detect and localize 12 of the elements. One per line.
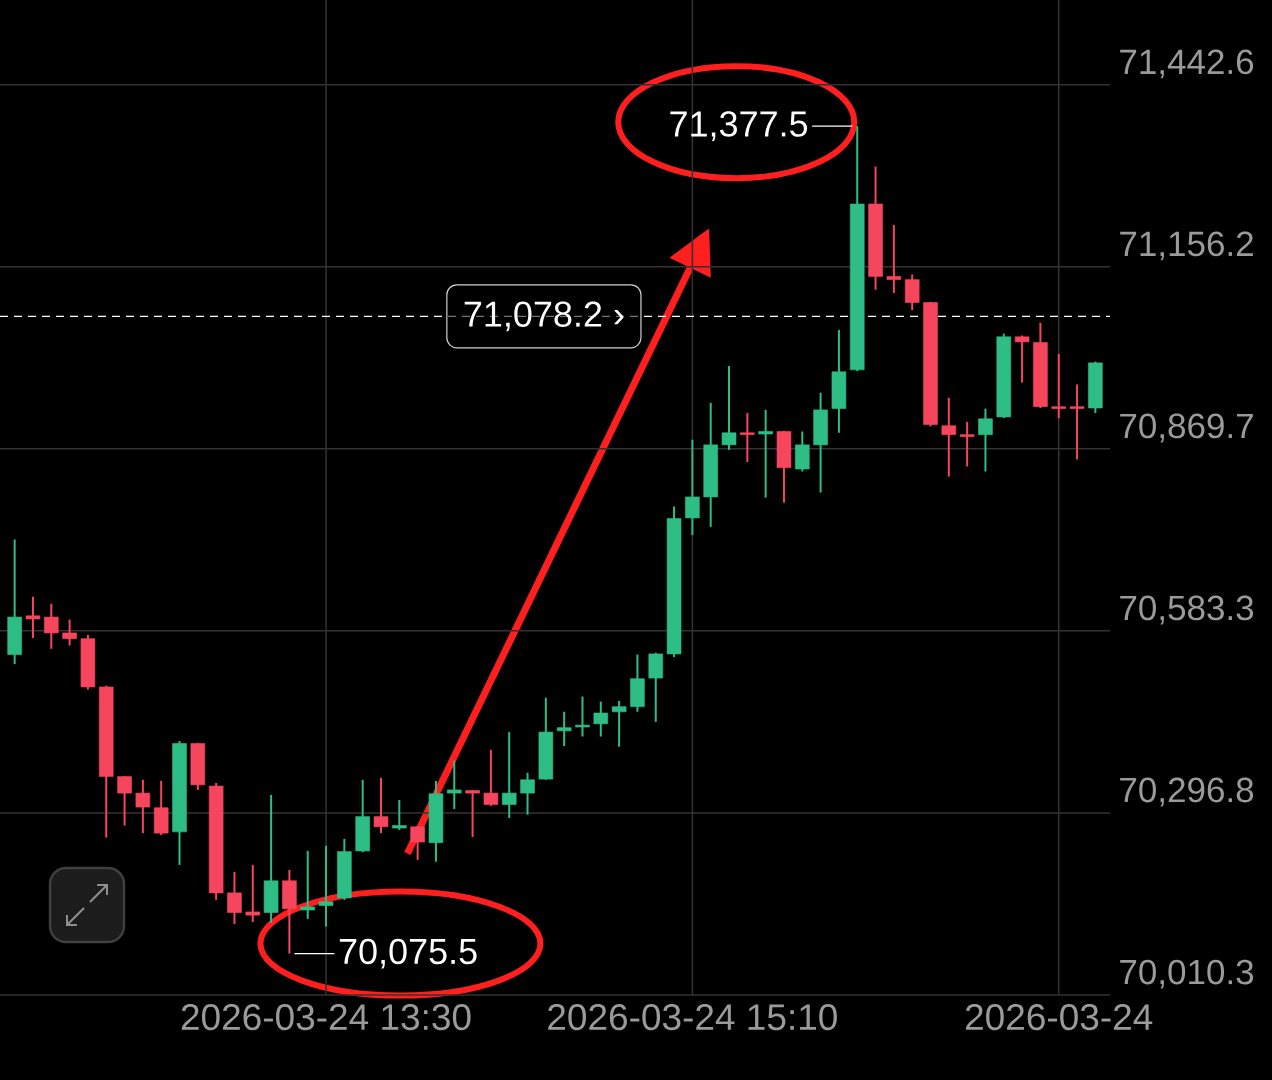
y-tick-label: 70,869.7 (1120, 413, 1253, 443)
x-tick-label: 2026-03-24 13:30 (181, 1004, 471, 1031)
x-tick-label: 2026-03-24 (965, 1004, 1153, 1031)
y-tick-label: 71,156.2 (1120, 231, 1253, 261)
y-tick-label: 70,583.3 (1120, 595, 1254, 625)
x-tick-label: 2026-03-24 15:10 (548, 1004, 837, 1031)
ref-line-label: 71,078.2 › (464, 301, 624, 332)
y-tick-label: 70,010.3 (1120, 959, 1254, 989)
annotation: 70,075.5 (339, 938, 477, 969)
y-tick-label: 71,442.6 (1120, 49, 1254, 79)
y-tick-label: 70,296.8 (1120, 777, 1254, 807)
annotation: 71,377.5 (670, 111, 808, 141)
